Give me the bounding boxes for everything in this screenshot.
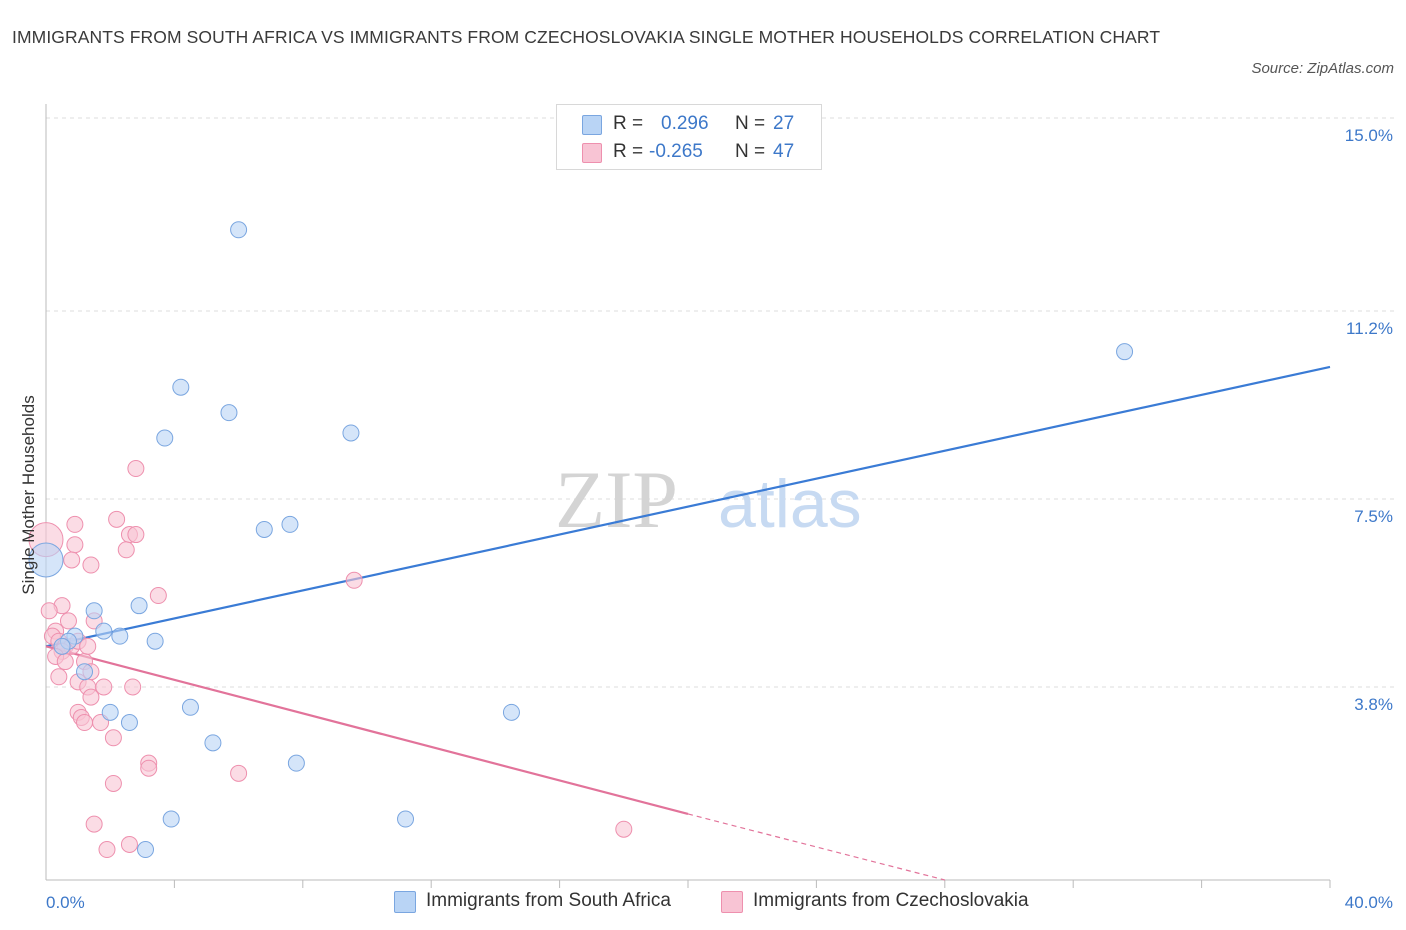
point-czechoslovakia (98, 841, 116, 859)
point-czechoslovakia (95, 678, 113, 696)
watermark-zip: ZIP (555, 454, 678, 545)
watermark-atlas: atlas (718, 466, 862, 542)
y-tick-labels: 3.8% 7.5% 11.2% 15.0% (1345, 126, 1393, 714)
y-tick-label: 11.2% (1346, 319, 1393, 338)
legend-n-value: 47 (773, 141, 795, 162)
point-south-africa (342, 424, 360, 442)
point-czechoslovakia (127, 460, 145, 478)
legend-n-label: N = (735, 141, 766, 162)
point-south-africa (146, 632, 164, 650)
point-czechoslovakia (66, 515, 84, 533)
point-south-africa (162, 810, 180, 828)
point-czechoslovakia (230, 764, 248, 782)
point-czechoslovakia (79, 637, 97, 655)
trend-line-south-africa (45, 365, 1331, 648)
point-czechoslovakia (66, 536, 84, 554)
stats-legend: R = 0.296 N = 27 R = -0.265 N = 47 (556, 104, 822, 170)
point-south-africa (397, 810, 415, 828)
x-tick-label-min: 0.0% (46, 893, 85, 912)
legend-n-value: 27 (773, 113, 795, 134)
y-tick-label: 3.8% (1354, 695, 1393, 714)
point-czechoslovakia (82, 688, 100, 706)
point-czechoslovakia (104, 774, 122, 792)
point-czechoslovakia (76, 714, 94, 732)
point-south-africa (181, 698, 199, 716)
point-south-africa (111, 627, 129, 645)
point-south-africa (101, 703, 119, 721)
trend-line-czechoslovakia (45, 645, 689, 816)
point-czechoslovakia (120, 835, 138, 853)
point-czechoslovakia (117, 541, 135, 559)
point-czechoslovakia (85, 815, 103, 833)
point-south-africa (502, 703, 520, 721)
point-south-africa (130, 597, 148, 615)
legend-swatch-blue (582, 115, 602, 135)
y-tick-label: 7.5% (1354, 507, 1393, 526)
legend-n-label: N = (735, 113, 766, 134)
axes (45, 104, 1331, 888)
bottom-legend-swatch-pink (721, 891, 743, 913)
point-czechoslovakia (104, 729, 122, 747)
x-tick-label-max: 40.0% (1345, 893, 1393, 912)
data-points (28, 221, 1134, 859)
bottom-legend-label: Immigrants from South Africa (426, 890, 671, 911)
point-czechoslovakia (149, 587, 167, 605)
point-czechoslovakia (56, 653, 74, 671)
legend-row-south-africa: R = 0.296 N = 27 (557, 110, 821, 138)
point-czechoslovakia (140, 759, 158, 777)
point-south-africa (85, 602, 103, 620)
point-south-africa (76, 663, 94, 681)
point-czechoslovakia (124, 678, 142, 696)
chart-title: IMMIGRANTS FROM SOUTH AFRICA VS IMMIGRAN… (12, 27, 1161, 47)
y-tick-label: 15.0% (1345, 126, 1393, 145)
point-south-africa (120, 714, 138, 732)
point-czechoslovakia (127, 526, 145, 544)
source-label: Source: ZipAtlas.com (1251, 60, 1394, 77)
legend-swatch-pink (582, 143, 602, 163)
trend-lines (45, 365, 1331, 881)
point-south-africa (53, 637, 71, 655)
trend-line-czechoslovakia-extension (687, 813, 945, 881)
point-south-africa (28, 542, 64, 578)
point-czechoslovakia (345, 571, 363, 589)
y-axis-label: Single Mother Households (19, 395, 38, 594)
legend-r-value: 0.296 (661, 113, 709, 134)
point-czechoslovakia (615, 820, 633, 838)
point-czechoslovakia (50, 668, 68, 686)
bottom-legend-label: Immigrants from Czechoslovakia (753, 890, 1029, 911)
point-south-africa (204, 734, 222, 752)
legend-row-czechoslovakia: R = -0.265 N = 47 (557, 138, 821, 166)
point-south-africa (220, 404, 238, 422)
point-south-africa (95, 622, 113, 640)
bottom-legend-swatch-blue (394, 891, 416, 913)
point-south-africa (255, 520, 273, 538)
point-south-africa (156, 429, 174, 447)
point-south-africa (137, 841, 155, 859)
watermark: ZIP atlas (555, 454, 862, 545)
point-south-africa (230, 221, 248, 239)
point-czechoslovakia (108, 510, 126, 528)
point-south-africa (281, 515, 299, 533)
x-tick-labels: 0.0% 40.0% (46, 893, 1393, 912)
legend-r-label: R = (613, 141, 644, 162)
point-czechoslovakia (59, 612, 77, 630)
point-czechoslovakia (63, 551, 81, 569)
point-czechoslovakia (82, 556, 100, 574)
point-south-africa (287, 754, 305, 772)
legend-r-label: R = (613, 113, 644, 134)
point-czechoslovakia (40, 602, 58, 620)
legend-r-value: -0.265 (649, 141, 703, 162)
point-south-africa (1116, 343, 1134, 361)
point-south-africa (172, 378, 190, 396)
